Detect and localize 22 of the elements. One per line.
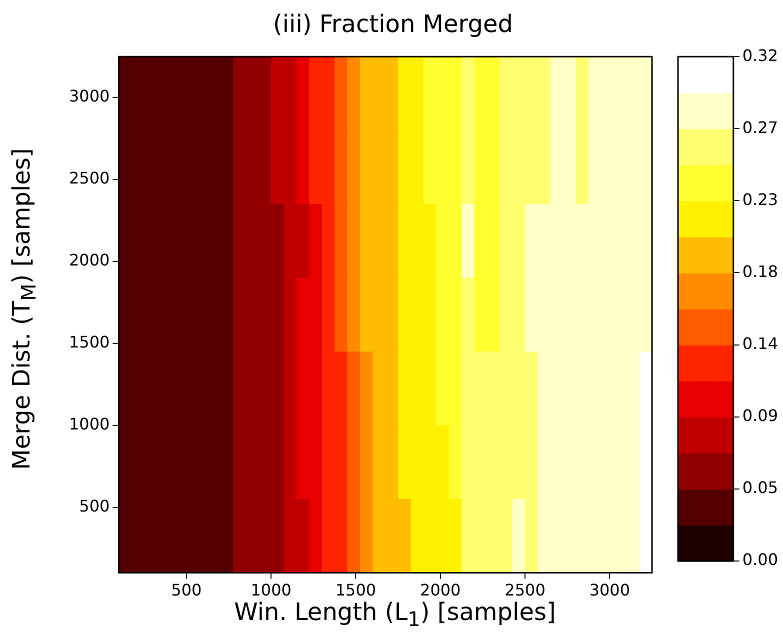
x-tick-label: 500: [171, 580, 202, 600]
y-tick-label: 3000: [69, 86, 110, 106]
color-bar-label: 0.18: [742, 262, 778, 281]
x-tick-label: 1500: [335, 580, 376, 600]
x-tick-label: 2000: [420, 580, 461, 600]
x-tick-label: 1000: [250, 580, 292, 600]
x-axis-title: Win. Length (L$_{1}$) [samples]: [233, 598, 557, 631]
y-tick-label: 2500: [69, 168, 110, 188]
color-bar-label: 0.23: [742, 190, 778, 209]
color-bar-label: 0.09: [742, 406, 778, 426]
color-bar-label: 0.05: [742, 478, 778, 498]
x-tick-label: 3000: [589, 580, 630, 600]
color-bar-label: 0.14: [742, 334, 778, 354]
color-bar-label: 0.32: [742, 46, 778, 65]
color-bar-label: 0.27: [742, 118, 778, 137]
x-tick-label: 2500: [504, 580, 546, 600]
y-tick-label: 1000: [69, 414, 110, 434]
y-tick-label: 1500: [69, 332, 110, 352]
color-bar-label: 0.00: [742, 550, 778, 570]
y-tick-label: 500: [79, 496, 110, 516]
y-tick-label: 2000: [69, 250, 110, 270]
chart-title: (iii) Fraction Merged: [272, 10, 514, 38]
